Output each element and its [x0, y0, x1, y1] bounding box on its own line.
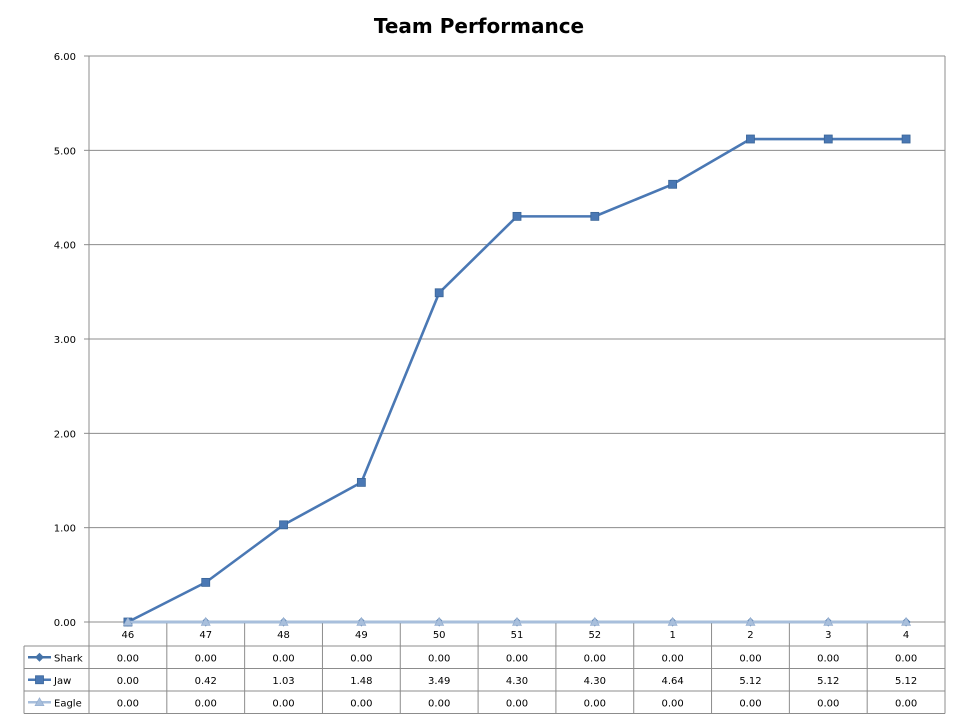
x-category-label: 1 — [669, 630, 675, 641]
data-point-eagle — [901, 616, 912, 626]
y-tick-label: 5.00 — [54, 146, 76, 157]
table-cell-shark: 0.00 — [895, 653, 917, 664]
legend-marker-shark — [35, 652, 44, 662]
y-tick-label: 1.00 — [54, 524, 76, 535]
table-cell-shark: 0.00 — [739, 653, 761, 664]
table-cell-jaw: 3.49 — [428, 676, 450, 687]
x-category-label: 49 — [355, 630, 368, 641]
y-tick-label: 6.00 — [54, 52, 76, 63]
series-line-jaw — [127, 137, 907, 624]
table-cell-eagle: 0.00 — [506, 698, 528, 709]
legend-label-eagle: Eagle — [54, 698, 82, 709]
table-cell-shark: 0.00 — [117, 653, 139, 664]
data-point-jaw — [434, 288, 444, 298]
data-point-jaw — [279, 520, 288, 530]
data-table: 46 47 48 49 50 51 52 1 2 3 4 Shark 0.00 0.00 0.00 0.00 0… — [23, 622, 946, 714]
table-cell-shark: 0.00 — [195, 653, 217, 664]
data-point-jaw — [823, 134, 833, 144]
legend-marker-jaw — [35, 675, 44, 685]
x-category-label: 51 — [511, 630, 524, 641]
table-cell-jaw: 1.03 — [272, 676, 294, 687]
table-cell-jaw: 0.00 — [117, 676, 139, 687]
data-point-eagle — [511, 616, 523, 626]
table-cell-jaw: 0.42 — [195, 676, 217, 687]
data-point-eagle — [122, 616, 133, 626]
series-jaw — [123, 134, 911, 627]
y-tick-label: 2.00 — [54, 429, 76, 440]
table-cell-eagle: 0.00 — [662, 698, 684, 709]
table-cell-jaw: 5.12 — [895, 676, 917, 687]
data-point-jaw — [590, 211, 600, 221]
legend-marker-eagle — [34, 697, 45, 707]
data-point-eagle — [745, 616, 756, 626]
legend-label-jaw: Jaw — [53, 676, 71, 687]
data-point-eagle — [823, 616, 834, 626]
y-tick-label: 0.00 — [54, 618, 76, 629]
data-point-jaw — [201, 577, 211, 587]
table-cell-shark: 0.00 — [428, 653, 450, 664]
data-point-jaw — [901, 134, 911, 144]
y-tick-label: 3.00 — [54, 335, 76, 346]
data-point-eagle — [667, 616, 678, 626]
table-cell-shark: 0.00 — [662, 653, 684, 664]
chart-title: Team Performance — [374, 14, 584, 38]
table-cell-eagle: 0.00 — [428, 698, 450, 709]
x-category-label: 2 — [747, 630, 753, 641]
data-point-jaw — [512, 211, 522, 221]
table-cell-eagle: 0.00 — [195, 698, 217, 709]
x-category-label: 4 — [903, 630, 909, 641]
data-point-jaw — [668, 179, 678, 189]
series-eagle — [122, 616, 912, 626]
x-category-label: 3 — [825, 630, 831, 641]
table-cell-eagle: 0.00 — [117, 698, 139, 709]
gridlines — [89, 55, 945, 529]
table-cell-eagle: 0.00 — [895, 698, 917, 709]
y-tick-label: 4.00 — [54, 241, 76, 252]
table-cell-shark: 0.00 — [817, 653, 839, 664]
data-point-eagle — [200, 616, 211, 626]
data-point-eagle — [356, 616, 367, 626]
series-layer — [122, 134, 912, 627]
table-cell-jaw: 4.64 — [662, 676, 684, 687]
data-point-eagle — [278, 616, 289, 626]
data-point-eagle — [434, 616, 445, 626]
table-cell-jaw: 1.48 — [350, 676, 372, 687]
x-category-label: 48 — [277, 630, 290, 641]
x-category-label: 52 — [588, 630, 601, 641]
table-cell-eagle: 0.00 — [739, 698, 761, 709]
table-cell-jaw: 5.12 — [739, 676, 761, 687]
x-category-label: 50 — [433, 630, 446, 641]
table-cell-jaw: 4.30 — [506, 676, 528, 687]
table-cell-eagle: 0.00 — [584, 698, 606, 709]
data-point-eagle — [589, 616, 600, 626]
table-cell-jaw: 4.30 — [584, 676, 606, 687]
x-category-label: 47 — [199, 630, 212, 641]
table-cell-eagle: 0.00 — [350, 698, 372, 709]
data-point-jaw — [356, 477, 366, 487]
table-cell-eagle: 0.00 — [817, 698, 839, 709]
table-cell-shark: 0.00 — [584, 653, 606, 664]
table-cell-eagle: 0.00 — [272, 698, 294, 709]
table-cell-jaw: 5.12 — [817, 676, 839, 687]
legend-label-shark: Shark — [54, 653, 83, 664]
table-cell-shark: 0.00 — [272, 653, 294, 664]
data-point-jaw — [746, 134, 755, 144]
x-category-label: 46 — [122, 630, 135, 641]
table-cell-shark: 0.00 — [506, 653, 528, 664]
table-cell-shark: 0.00 — [350, 653, 372, 664]
